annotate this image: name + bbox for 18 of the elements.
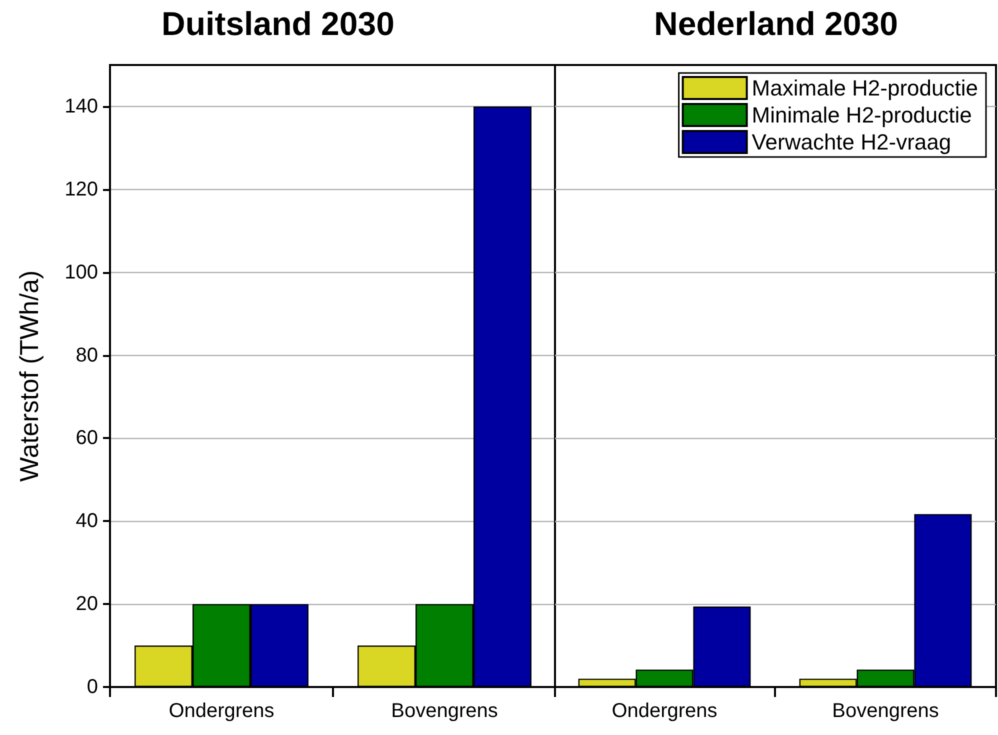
x-tick-label: Bovengrens xyxy=(391,700,498,722)
legend-label: Verwachte H2-vraag xyxy=(752,130,952,154)
x-tick-label: Ondergrens xyxy=(168,700,274,722)
y-axis-title: Waterstof (TWh/a) xyxy=(14,270,44,482)
x-tick-label: Bovengrens xyxy=(832,700,939,722)
y-tick-label: 140 xyxy=(64,95,98,118)
chart-title: Duitsland 2030 xyxy=(162,5,394,42)
y-tick-label: 0 xyxy=(86,676,98,698)
y-tick-label: 20 xyxy=(76,593,98,616)
legend-label: Minimale H2-productie xyxy=(752,102,972,128)
legend-label: Maximale H2-productie xyxy=(752,76,978,100)
y-tick-label: 80 xyxy=(76,344,98,366)
y-tick-label: 60 xyxy=(76,427,98,450)
y-tick-label: 100 xyxy=(64,261,98,284)
chart-title: Nederland 2030 xyxy=(654,5,898,42)
y-tick-label: 40 xyxy=(76,510,98,532)
y-tick-label: 120 xyxy=(64,178,98,200)
x-tick-label: Ondergrens xyxy=(612,700,718,722)
